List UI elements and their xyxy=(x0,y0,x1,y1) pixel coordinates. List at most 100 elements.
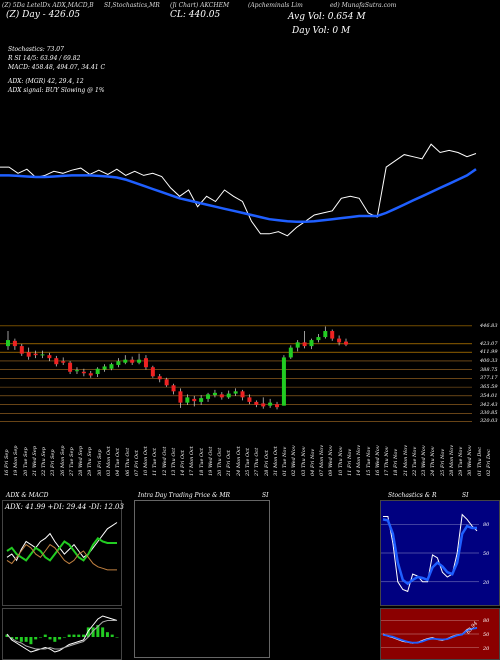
date-tick-label: 28 Wed Sep xyxy=(78,445,85,476)
rsi-tick-label: 80 xyxy=(483,618,490,624)
date-tick-label: 13 Thu Oct xyxy=(170,447,177,476)
adx-panel-title: ADX & MACD xyxy=(6,492,49,499)
date-tick-label: 18 Fri Nov xyxy=(393,448,400,476)
date-tick-label: 29 Tue Nov xyxy=(458,446,465,476)
header-segment-5: ed) MunafaSutra.com xyxy=(330,2,397,9)
date-tick-label: 16 Fri Sep xyxy=(4,449,10,476)
adx-series-adx xyxy=(6,522,118,562)
date-tick-label: 20 Thu Oct xyxy=(217,447,224,476)
date-tick-label: 24 Mon Oct xyxy=(235,446,242,476)
header-segment-1: (Z) 5Da LetelDx ADX,MACD,B xyxy=(2,2,94,9)
macd-histogram-bar xyxy=(115,637,119,638)
header-segment-3: (Ji Chart) AKCHEM xyxy=(170,2,230,9)
candle-body xyxy=(171,385,176,392)
candle-body xyxy=(344,341,348,345)
macd-histogram-bar xyxy=(15,637,19,640)
macd-histogram-bar xyxy=(67,634,71,637)
stochastics-panel: 80 50 20 xyxy=(380,500,500,606)
candle-body xyxy=(95,368,100,374)
adx-series--di xyxy=(6,543,117,571)
stoch-tick-label: 50 xyxy=(483,551,490,557)
candle-body xyxy=(206,394,211,399)
rsi-series-rsi xyxy=(382,627,478,644)
candle-body xyxy=(323,331,328,338)
date-tick-label: 29 Thu Sep xyxy=(87,447,94,476)
date-tick-label: 22 Thu Sep xyxy=(41,447,48,476)
macd-panel xyxy=(2,608,122,660)
candle-body xyxy=(275,404,280,408)
candle-body xyxy=(212,392,217,396)
day-price: (Z) Day - 426.05 xyxy=(6,10,81,20)
candle-body xyxy=(281,357,286,406)
date-tick-label: 07 Mon Nov xyxy=(319,444,326,476)
date-tick-label: 10 Mon Oct xyxy=(143,446,150,476)
candle-body xyxy=(199,398,204,402)
date-tick-label: 10 Thu Nov xyxy=(337,446,344,476)
candle-body xyxy=(261,403,266,407)
date-tick-label: 21 Mon Nov xyxy=(402,444,409,476)
macd-histogram-bar xyxy=(91,627,95,637)
candle-body xyxy=(26,352,31,357)
date-tick-label: 16 Wed Nov xyxy=(374,445,381,476)
date-tick-label: 15 Tue Nov xyxy=(365,446,372,476)
macd-histogram-bar xyxy=(96,625,100,637)
date-tick-label: 21 Fri Oct xyxy=(226,450,233,476)
candle-body xyxy=(137,359,142,363)
candle-body xyxy=(68,362,73,372)
date-tick-label: 02 Wed Nov xyxy=(291,445,298,476)
rsi-panel: 80 50 20 63.94 xyxy=(380,608,500,660)
macd-histogram-bar xyxy=(110,634,114,637)
date-tick-label: 25 Tue Oct xyxy=(245,448,251,476)
stoch-tick-label: 20 xyxy=(482,580,490,586)
date-tick-label: 31 Mon Oct xyxy=(272,446,279,476)
macd-series-macd xyxy=(6,615,118,653)
date-tick-label: 26 Mon Sep xyxy=(59,445,66,476)
candle-body xyxy=(130,359,135,363)
date-tick-label: 27 Tue Sep xyxy=(68,447,75,476)
date-tick-label: 02 Fri Dec xyxy=(486,449,492,476)
date-tick-label: 30 Fri Sep xyxy=(96,449,103,476)
date-tick-label: 18 Tue Oct xyxy=(198,448,205,476)
adx-panel: ADX: 41.99 +DI: 29.44 -DI: 12.03 xyxy=(2,500,124,606)
date-tick-label: 19 Mon Sep xyxy=(13,445,20,476)
candle-body xyxy=(40,354,45,356)
adx-values-label: ADX: 41.99 +DI: 29.44 -DI: 12.03 xyxy=(5,503,124,511)
date-tick-label: 03 Mon Oct xyxy=(105,446,112,476)
macd-histogram-bar xyxy=(38,637,42,638)
adx-info: ADX: (MGR) 42, 29.4, 12 xyxy=(8,78,84,85)
macd-histogram-bar xyxy=(101,627,105,637)
adx-series-+di xyxy=(6,536,117,562)
candle-body xyxy=(240,391,245,398)
candle-body xyxy=(33,353,38,356)
candle-body xyxy=(254,401,259,405)
candle-body xyxy=(19,346,24,354)
stoch-series-%D xyxy=(382,518,477,586)
date-tick-label: 04 Tue Oct xyxy=(115,448,122,476)
candle-body xyxy=(47,355,52,359)
date-tick-label: 24 Thu Nov xyxy=(430,446,437,476)
candle-body xyxy=(268,402,273,406)
candle-body xyxy=(157,376,162,380)
date-tick-label: 28 Fri Oct xyxy=(263,450,270,476)
macd-histogram-bar xyxy=(58,637,62,640)
rsi-tick-label: 20 xyxy=(482,646,490,652)
date-tick-label: 27 Thu Oct xyxy=(254,447,261,476)
header-row: (Z) 5Da LetelDx ADX,MACD,B SI,Stochastic… xyxy=(0,2,500,11)
date-tick-label: 14 Fri Oct xyxy=(180,450,187,476)
candle-body xyxy=(123,359,128,363)
avg-volume: Avg Vol: 0.654 M xyxy=(288,12,366,22)
header-segment-2: SI,Stochastics,MR xyxy=(104,2,160,9)
stoch-panel-title-right: SI xyxy=(462,492,469,499)
candle-body xyxy=(316,337,321,341)
date-tick-label: 07 Fri Oct xyxy=(133,450,140,476)
macd-histogram-bar xyxy=(72,634,76,637)
candle-body xyxy=(61,361,66,363)
macd-histogram-bar xyxy=(105,632,109,637)
candlestick-chart xyxy=(0,325,472,422)
rsi-series-mrsi xyxy=(382,627,478,644)
candle-body xyxy=(337,338,342,343)
candle-body xyxy=(309,340,314,347)
intraday-panel xyxy=(134,500,270,658)
candle-body xyxy=(219,394,224,398)
candle-body xyxy=(185,397,190,403)
